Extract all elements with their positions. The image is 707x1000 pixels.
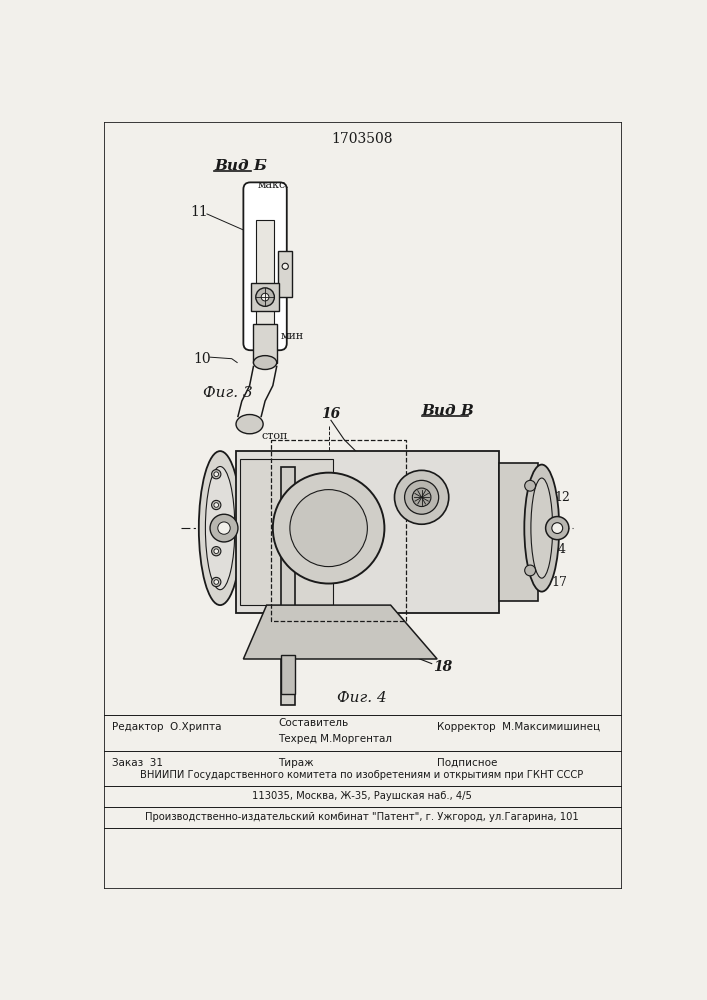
Text: Техред М.Моргентал: Техред М.Моргентал xyxy=(279,734,392,744)
Circle shape xyxy=(273,473,385,584)
Circle shape xyxy=(282,263,288,269)
Bar xyxy=(279,251,292,297)
Circle shape xyxy=(525,565,535,576)
Bar xyxy=(281,466,295,705)
Text: Производственно-издательский комбинат "Патент", г. Ужгород, ул.Гагарина, 101: Производственно-издательский комбинат "П… xyxy=(145,812,579,822)
Text: 1703508: 1703508 xyxy=(331,132,392,146)
Bar xyxy=(281,655,295,694)
Text: ВНИИПИ Государственного комитета по изобретениям и открытиям при ГКНТ СССР: ВНИИПИ Государственного комитета по изоб… xyxy=(140,770,583,780)
Ellipse shape xyxy=(525,465,559,592)
Polygon shape xyxy=(243,605,437,659)
Text: мин: мин xyxy=(281,331,304,341)
Text: 12: 12 xyxy=(555,491,571,504)
Text: Тираж: Тираж xyxy=(279,758,314,768)
Circle shape xyxy=(546,517,569,540)
Ellipse shape xyxy=(236,415,263,434)
Bar xyxy=(240,459,332,605)
Circle shape xyxy=(210,514,238,542)
Ellipse shape xyxy=(206,466,235,590)
Circle shape xyxy=(218,522,230,534)
Ellipse shape xyxy=(531,478,553,578)
Circle shape xyxy=(525,480,535,491)
Text: Редактор  О.Хрипта: Редактор О.Хрипта xyxy=(112,722,221,732)
Ellipse shape xyxy=(199,451,241,605)
FancyBboxPatch shape xyxy=(243,182,287,350)
Circle shape xyxy=(552,523,563,533)
Circle shape xyxy=(256,288,274,306)
Text: 16: 16 xyxy=(321,407,341,421)
Text: Фиг. 4: Фиг. 4 xyxy=(337,690,387,704)
Circle shape xyxy=(211,577,221,587)
Circle shape xyxy=(214,472,218,477)
Text: Вид В: Вид В xyxy=(421,404,474,418)
Text: 18: 18 xyxy=(433,660,452,674)
Bar xyxy=(253,324,276,363)
Text: Корректор  М.Максимишинец: Корректор М.Максимишинец xyxy=(437,722,600,732)
Circle shape xyxy=(211,547,221,556)
Bar xyxy=(256,220,274,328)
Circle shape xyxy=(214,503,218,507)
Text: Подписное: Подписное xyxy=(437,758,498,768)
Text: 113035, Москва, Ж-35, Раушская наб., 4/5: 113035, Москва, Ж-35, Раушская наб., 4/5 xyxy=(252,791,472,801)
Circle shape xyxy=(404,480,438,514)
Text: Составитель: Составитель xyxy=(279,718,349,728)
Text: 17: 17 xyxy=(552,576,568,588)
Circle shape xyxy=(214,580,218,584)
Text: Фиг. 3: Фиг. 3 xyxy=(203,386,253,400)
Circle shape xyxy=(395,470,449,524)
Circle shape xyxy=(290,490,368,567)
Circle shape xyxy=(211,470,221,479)
Bar xyxy=(235,451,499,613)
Bar xyxy=(499,463,538,601)
Bar xyxy=(251,283,279,311)
Text: 4: 4 xyxy=(558,543,566,556)
Text: стоп: стоп xyxy=(261,431,288,441)
Text: 11: 11 xyxy=(190,205,208,219)
Circle shape xyxy=(412,488,431,507)
Text: Заказ  31: Заказ 31 xyxy=(112,758,163,768)
Circle shape xyxy=(211,500,221,510)
Text: Вид Б: Вид Б xyxy=(214,159,267,173)
Text: 10: 10 xyxy=(194,352,211,366)
Ellipse shape xyxy=(253,356,276,369)
Text: макс.: макс. xyxy=(257,180,289,190)
Bar xyxy=(271,440,406,620)
Circle shape xyxy=(214,549,218,554)
Circle shape xyxy=(261,293,269,301)
